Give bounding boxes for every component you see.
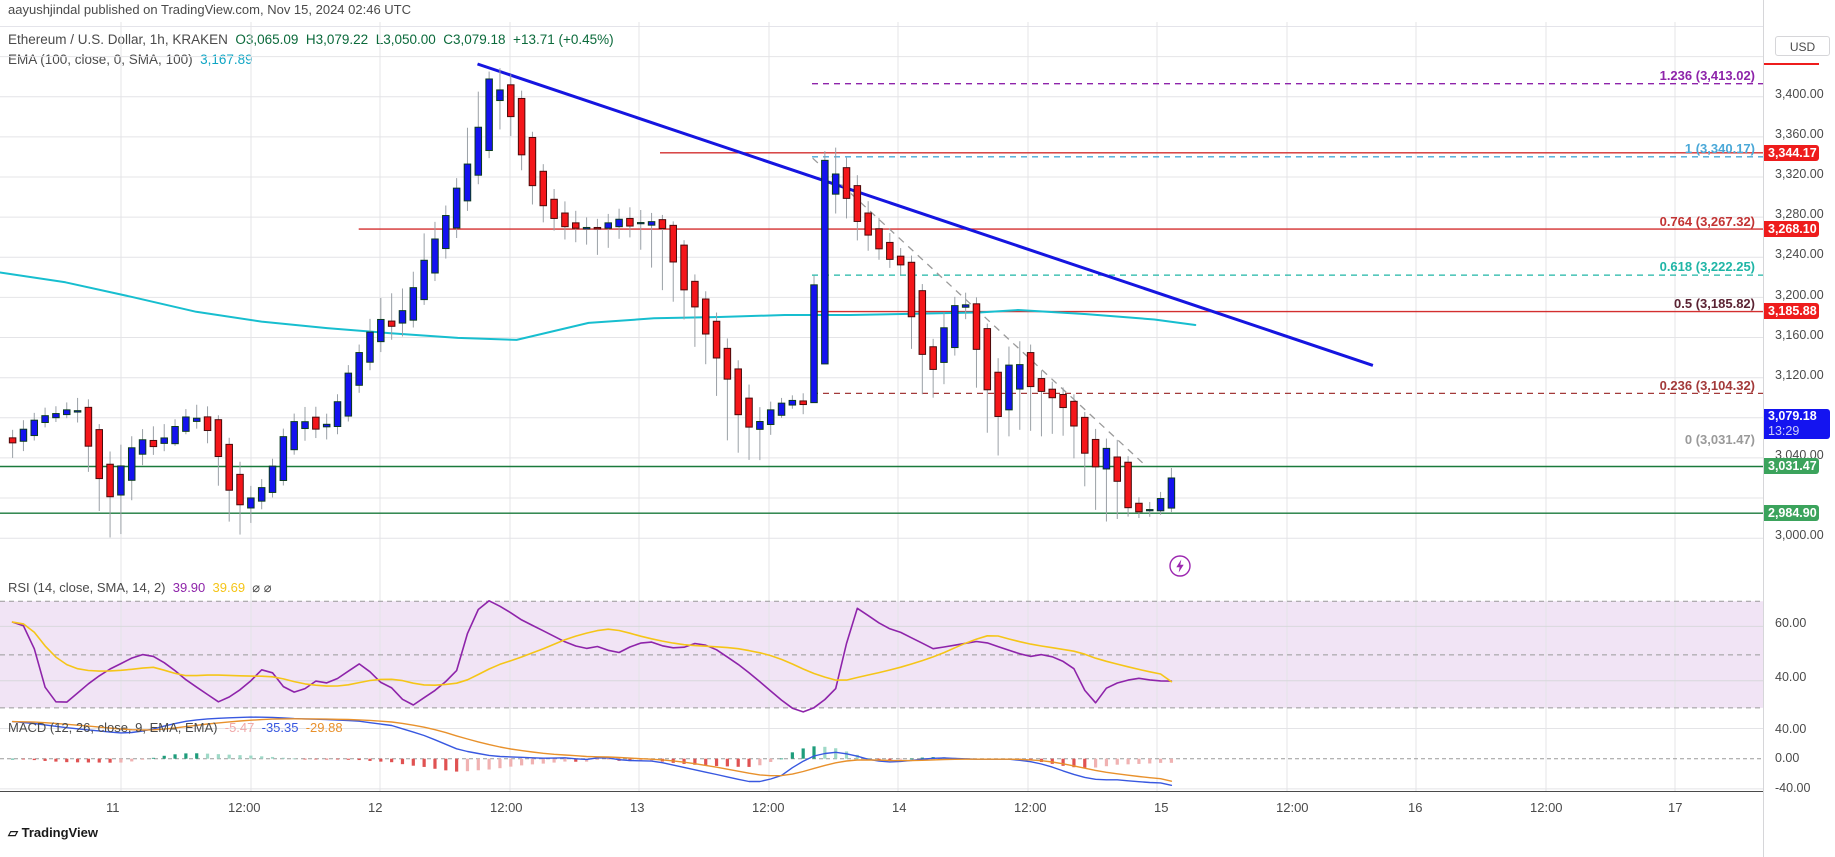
svg-text:1.236 (3,413.02): 1.236 (3,413.02) [1660,68,1755,83]
svg-text:1 (3,340.17): 1 (3,340.17) [1685,141,1755,156]
svg-text:0.618 (3,222.25): 0.618 (3,222.25) [1660,259,1755,274]
svg-text:0.5 (3,185.82): 0.5 (3,185.82) [1674,296,1755,311]
svg-text:0.764 (3,267.32): 0.764 (3,267.32) [1660,214,1755,229]
svg-text:0 (3,031.47): 0 (3,031.47) [1685,432,1755,447]
svg-text:0.236 (3,104.32): 0.236 (3,104.32) [1660,378,1755,393]
